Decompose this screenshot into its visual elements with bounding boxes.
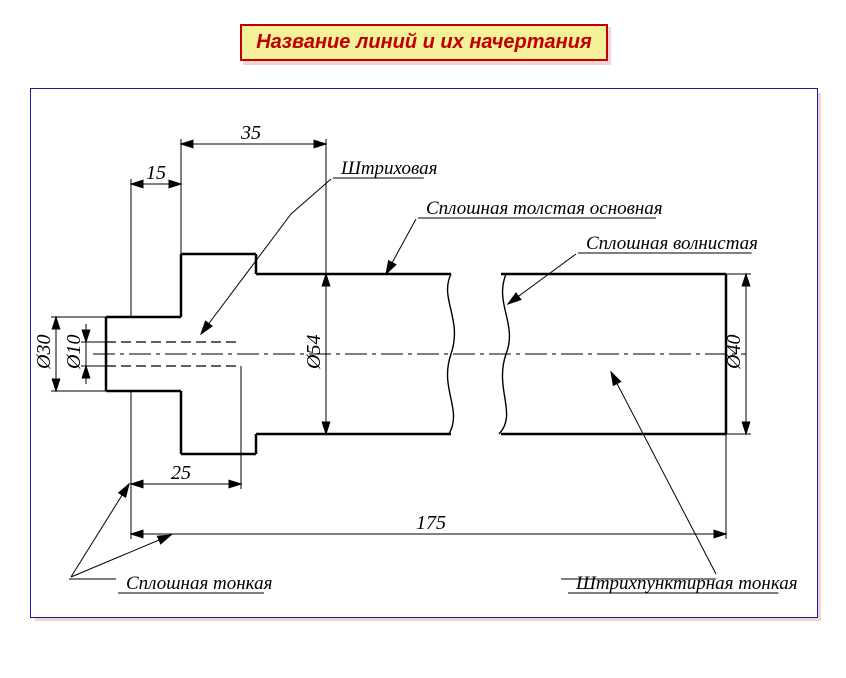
title-text: Название линий и их начертания [256, 31, 592, 53]
svg-text:35: 35 [240, 122, 261, 144]
label-tonkaya: Сплошная тонкая [126, 573, 272, 594]
title-box: Название линий и их начертания [240, 24, 608, 61]
svg-text:Ø54: Ø54 [303, 335, 325, 370]
svg-text:Ø40: Ø40 [723, 335, 745, 370]
svg-text:175: 175 [416, 512, 446, 534]
label-shtrikhovaya: Штриховая [340, 158, 437, 179]
svg-text:Ø10: Ø10 [63, 335, 85, 370]
canvas: Название линий и их начертания 35 15 25 175… [0, 0, 846, 678]
technical-drawing: 35 15 25 175 Ø30 Ø10 Ø54 Ø40 Штриховая Сплошная т… [31, 89, 817, 617]
label-shtrikhovaya-leader [201, 179, 331, 334]
label-shtrikhpunkt: Штрихпунктирная тонкая [575, 573, 798, 594]
svg-text:15: 15 [146, 162, 166, 184]
svg-text:25: 25 [171, 462, 191, 484]
label-shtrikhpunkt-leader [611, 372, 716, 574]
svg-text:Ø30: Ø30 [33, 335, 55, 370]
drawing-frame: 35 15 25 175 Ø30 Ø10 Ø54 Ø40 Штриховая Сплошная т… [30, 88, 818, 618]
label-volnistaya: Сплошная волнистая [586, 233, 758, 254]
label-tolstaya: Сплошная толстая основная [426, 198, 663, 219]
